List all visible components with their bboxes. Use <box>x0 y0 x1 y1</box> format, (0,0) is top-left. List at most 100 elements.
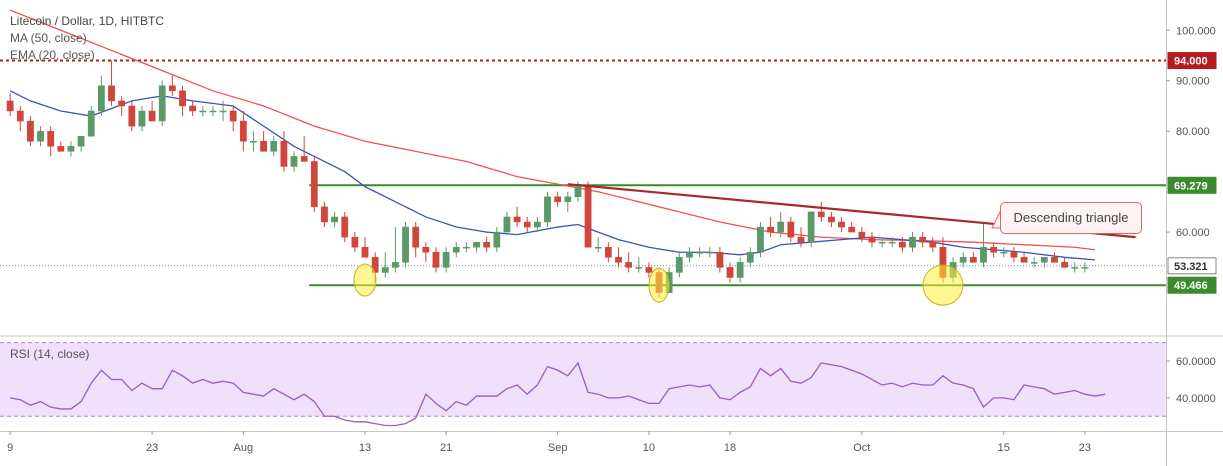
time-tick-label: 15 <box>998 442 1010 454</box>
candle-down <box>229 110 237 122</box>
candle-down <box>361 246 369 258</box>
candle-up <box>463 246 470 249</box>
candle-up <box>706 252 714 254</box>
candle-down <box>1020 257 1028 263</box>
candle-down <box>310 161 318 208</box>
candle-up <box>696 252 703 254</box>
candle-up <box>686 252 693 258</box>
candle-down <box>716 252 724 268</box>
ema20-line <box>9 90 1096 261</box>
time-tick-label: 23 <box>146 442 158 454</box>
candle-up <box>1040 257 1048 263</box>
candle-up <box>67 146 75 152</box>
candle-down <box>483 241 491 248</box>
price-badge <box>1167 52 1217 70</box>
candle-up <box>392 262 399 268</box>
time-tick-label: Sep <box>548 442 568 454</box>
candle-down <box>868 236 876 243</box>
candle-down <box>615 257 622 263</box>
candle-down <box>351 236 359 248</box>
candle-up <box>37 130 44 142</box>
candle-down <box>47 130 55 147</box>
candle-down <box>128 105 136 127</box>
candle-down <box>57 146 65 152</box>
candle-up <box>807 211 815 243</box>
candle-up <box>503 216 511 233</box>
rsi-label: RSI (14, close) <box>10 347 90 361</box>
candle-down <box>828 216 835 223</box>
candle-up <box>290 156 298 167</box>
candle-up <box>331 216 338 223</box>
candle-up <box>746 252 754 263</box>
price-badge <box>1167 176 1217 194</box>
price-badge-label: 53.321 <box>1174 261 1208 273</box>
candle-up <box>777 221 785 233</box>
legend-ma: MA (50, close) <box>10 31 87 45</box>
time-tick-label: 21 <box>440 442 452 454</box>
candle-down <box>6 100 14 112</box>
time-tick-label: Oct <box>853 442 870 454</box>
candle-down <box>168 85 176 92</box>
candle-down <box>848 226 856 233</box>
candle-down <box>189 105 197 112</box>
candle-up <box>959 257 967 263</box>
candle-up <box>675 257 683 273</box>
candle-down <box>432 252 440 268</box>
candle-down <box>108 85 115 102</box>
price-tick-label: 60.000 <box>1176 227 1210 239</box>
candle-down <box>969 257 977 263</box>
candle-up <box>878 241 886 244</box>
candle-up <box>381 267 389 273</box>
candle-down <box>321 206 328 223</box>
candle-down <box>898 241 906 248</box>
candle-down <box>726 267 734 278</box>
candle-up <box>158 85 166 122</box>
candle-down <box>300 156 308 162</box>
candle-down <box>118 100 126 107</box>
rsi-tick-label: 60.0000 <box>1176 356 1216 368</box>
candle-up <box>757 226 764 253</box>
candle-down <box>645 267 653 273</box>
candle-up <box>199 110 207 113</box>
candle-up <box>594 246 602 249</box>
legend-symbol: Litecoin / Dollar, 1D, HITBTC <box>10 14 165 28</box>
candle-down <box>604 246 612 258</box>
price-tick-label: 80.000 <box>1176 126 1210 138</box>
rsi-tick-label: 40.0000 <box>1176 393 1216 405</box>
candle-down <box>422 246 430 253</box>
candle-down <box>787 221 795 238</box>
candle-up <box>1030 262 1038 264</box>
candle-down <box>858 231 866 238</box>
candle-down <box>554 196 562 203</box>
candle-down <box>1061 262 1069 268</box>
candle-up <box>77 135 85 147</box>
highlight-circle <box>922 264 964 306</box>
candle-down <box>1010 252 1018 258</box>
candle-up <box>736 262 744 278</box>
candle-down <box>280 141 288 167</box>
candle-down <box>919 236 927 243</box>
candle-down <box>523 221 531 228</box>
price-tick-label: 100.000 <box>1176 25 1216 37</box>
candle-up <box>564 196 572 203</box>
time-tick-label: 9 <box>7 442 13 454</box>
candle-down <box>625 262 633 268</box>
candle-up <box>250 141 257 143</box>
candle-up <box>909 236 916 248</box>
candle-down <box>260 141 268 152</box>
candle-down <box>797 236 805 243</box>
candle-down <box>179 90 186 107</box>
candle-up <box>209 110 217 113</box>
candle-down <box>817 211 825 218</box>
time-tick-label: Aug <box>234 442 254 454</box>
candle-up <box>270 141 278 152</box>
candle-up <box>533 221 541 228</box>
candle-up <box>97 85 105 112</box>
candle-down <box>16 110 24 122</box>
candle-down <box>513 216 521 223</box>
legend-ema: EMA (20, close) <box>10 48 95 62</box>
candle-down <box>584 186 592 248</box>
candle-down <box>412 226 420 248</box>
